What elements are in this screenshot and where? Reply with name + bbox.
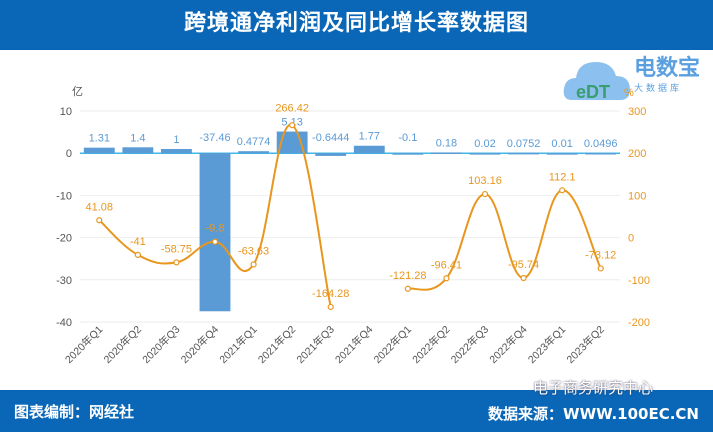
cloud-logo-icon: eDT <box>563 62 630 102</box>
category-label: 2021年Q3 <box>294 323 337 366</box>
line-point <box>559 187 566 194</box>
right-tick-label: -100 <box>628 275 650 287</box>
bar-label: 1 <box>173 134 179 146</box>
right-tick-label: 100 <box>628 190 646 202</box>
right-tick-label: -200 <box>628 317 650 329</box>
line-label: -95.74 <box>508 259 539 271</box>
left-axis-unit: 亿 <box>72 85 83 98</box>
bar-label: 0.01 <box>551 138 572 150</box>
bar <box>238 151 269 154</box>
line-label: -41 <box>130 236 146 248</box>
left-tick-label: -20 <box>56 233 72 245</box>
footer: 图表编制：网经社 电子商务研究中心 数据来源：WWW.100EC.CN <box>0 380 713 432</box>
category-label: 2021年Q4 <box>332 323 375 366</box>
line-point <box>520 274 527 282</box>
bar-label: -0.6444 <box>312 132 349 144</box>
line-point <box>134 251 141 259</box>
line-point <box>289 122 296 129</box>
footer-source: 数据来源：WWW.100EC.CN <box>488 405 699 423</box>
bar-label: 0.02 <box>474 138 495 150</box>
bar <box>469 153 501 155</box>
category-label: 2021年Q1 <box>217 323 260 366</box>
bar <box>315 153 347 156</box>
line-label: 41.08 <box>86 201 114 213</box>
line-point <box>597 265 604 272</box>
line-point <box>173 259 180 266</box>
logo-brand: 电数宝 <box>634 56 701 81</box>
line-label: -9.8 <box>206 223 225 235</box>
bar <box>392 153 424 155</box>
line-label: 112.1 <box>549 171 576 183</box>
line-point <box>443 275 450 282</box>
line-label: -96.41 <box>431 259 462 271</box>
bar <box>585 152 617 155</box>
bar <box>161 148 192 154</box>
growth-line <box>98 124 332 308</box>
line-point <box>404 285 411 292</box>
logo-mark: eDT <box>576 82 610 102</box>
left-tick-label: -10 <box>56 190 72 202</box>
line-point <box>327 303 334 311</box>
category-label: 2020年Q2 <box>101 323 144 366</box>
left-tick-label: 10 <box>60 106 72 118</box>
bar <box>122 147 154 154</box>
category-label: 2022年Q4 <box>487 323 530 366</box>
bar <box>353 145 385 154</box>
category-label: 2023年Q2 <box>564 323 607 366</box>
category-label: 2020年Q1 <box>62 323 105 366</box>
category-label: 2022年Q2 <box>410 323 453 366</box>
category-label: 2022年Q3 <box>448 323 491 366</box>
bar <box>431 152 462 154</box>
line-point <box>250 261 257 268</box>
watermark: 电子商务研究中心 <box>532 379 653 397</box>
category-label: 2020年Q3 <box>140 323 183 366</box>
line-label: -121.28 <box>389 270 426 282</box>
left-tick-label: 0 <box>66 148 72 160</box>
bar-label: 0.0752 <box>507 138 541 150</box>
bar <box>83 147 115 154</box>
bar-label: 0.0496 <box>584 138 618 150</box>
bar-label: 1.77 <box>359 131 380 143</box>
growth-line <box>407 189 602 291</box>
bar <box>199 153 231 312</box>
line-label: -164.28 <box>312 288 349 300</box>
logo: eDT 电数宝 大数据库 <box>562 54 700 114</box>
right-axis-unit: % <box>624 87 634 99</box>
line-label: 266.42 <box>275 103 309 115</box>
right-tick-label: 0 <box>628 233 634 245</box>
line-label: -63.63 <box>238 245 269 257</box>
category-label: 2020年Q4 <box>178 323 221 366</box>
right-tick-label: 200 <box>628 148 646 160</box>
bar-label: -0.1 <box>398 132 417 144</box>
right-tick-label: 300 <box>628 106 646 118</box>
left-tick-label: -30 <box>56 275 72 287</box>
line-point <box>96 217 103 224</box>
category-label: 2021年Q2 <box>255 323 298 366</box>
bar-label: 1.4 <box>130 132 145 144</box>
bar-label: -37.46 <box>199 132 230 144</box>
category-label: 2022年Q1 <box>371 323 414 366</box>
bar <box>508 152 539 155</box>
footer-credit: 图表编制：网经社 <box>14 403 135 421</box>
bar-label: 1.31 <box>89 133 110 145</box>
bar <box>546 153 578 155</box>
logo-sub: 大数据库 <box>634 84 683 94</box>
line-label: -58.75 <box>161 243 192 255</box>
category-label: 2023年Q1 <box>525 323 568 366</box>
line-label: 103.16 <box>468 175 502 187</box>
line-point <box>481 190 489 198</box>
line-label: -73.12 <box>585 249 616 261</box>
line-point <box>211 238 219 245</box>
bar-label: 0.18 <box>436 137 457 149</box>
chart-title: 跨境通净利润及同比增长率数据图 <box>0 0 713 50</box>
left-tick-label: -40 <box>56 317 72 329</box>
bar-label: 0.4774 <box>237 136 271 148</box>
